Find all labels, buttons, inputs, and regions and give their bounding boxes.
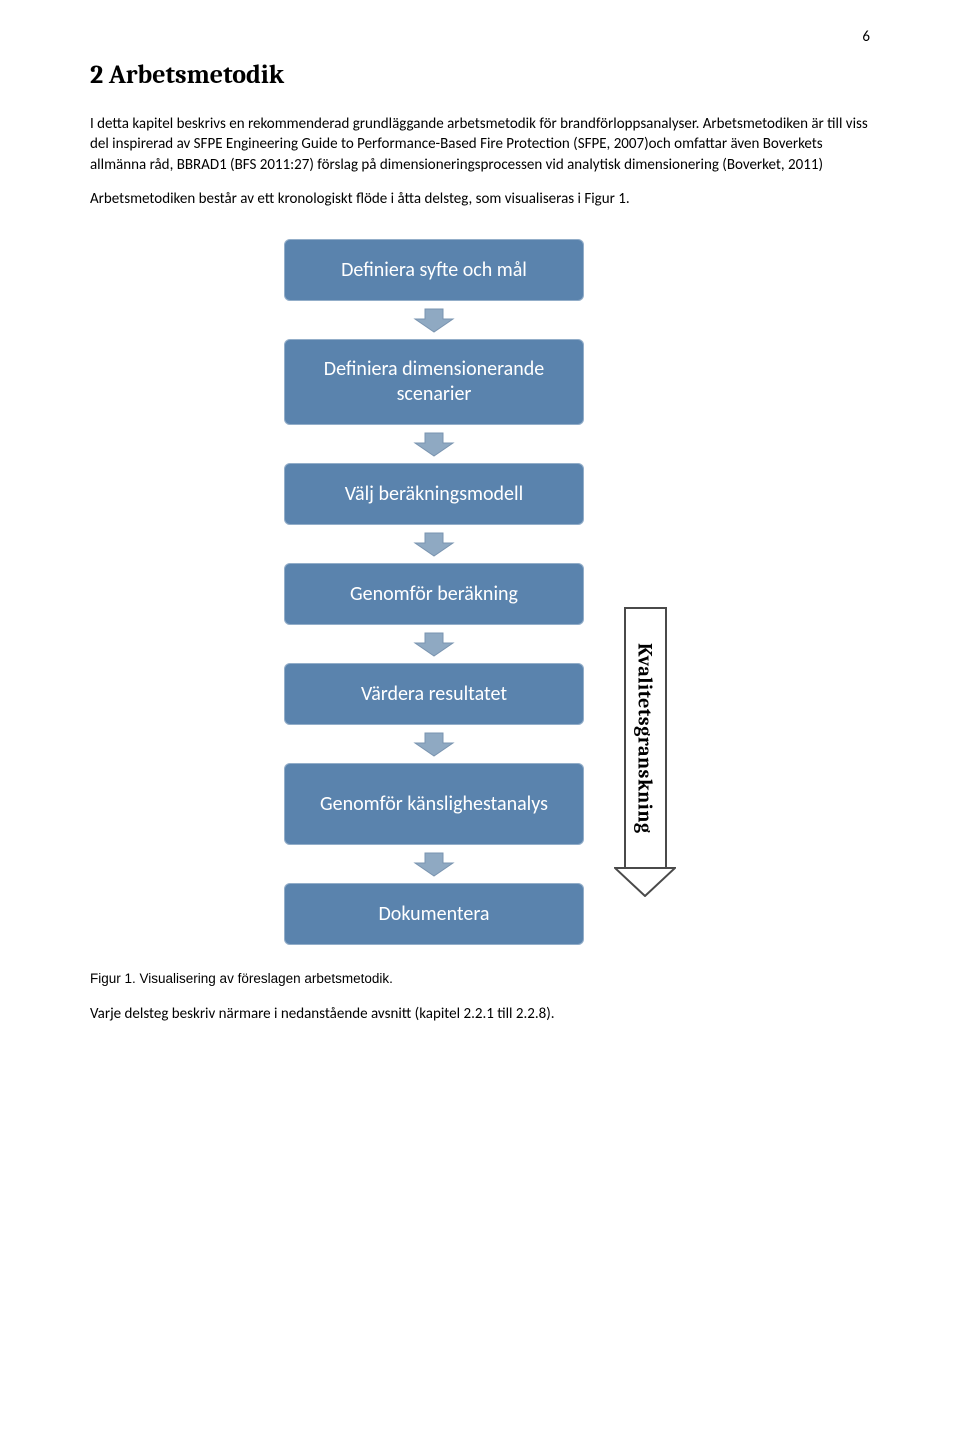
quality-review-text: Kvalitetsgranskning bbox=[634, 643, 657, 834]
flow-arrow-icon bbox=[413, 731, 455, 757]
document-page: 6 2 Arbetsmetodik I detta kapitel beskri… bbox=[0, 0, 960, 1098]
flow-step-3: Välj beräkningsmodell bbox=[284, 463, 584, 525]
flow-step-4: Genomför beräkning bbox=[284, 563, 584, 625]
flowchart: Definiera syfte och mål Definiera dimens… bbox=[90, 239, 870, 945]
quality-review-label: Kvalitetsgranskning bbox=[624, 607, 667, 869]
flow-arrow-icon bbox=[413, 307, 455, 333]
figure-caption: Figur 1. Visualisering av föreslagen arb… bbox=[90, 971, 870, 986]
paragraph-2: Arbetsmetodiken består av ett kronologis… bbox=[90, 189, 870, 209]
flowchart-side-column: Kvalitetsgranskning bbox=[614, 239, 676, 945]
flow-arrow-icon bbox=[413, 851, 455, 877]
flow-step-1: Definiera syfte och mål bbox=[284, 239, 584, 301]
flowchart-main-column: Definiera syfte och mål Definiera dimens… bbox=[284, 239, 584, 945]
flow-arrow-icon bbox=[413, 431, 455, 457]
section-heading: 2 Arbetsmetodik bbox=[90, 60, 870, 90]
paragraph-3: Varje delsteg beskriv närmare i nedanstå… bbox=[90, 1004, 870, 1024]
page-number: 6 bbox=[862, 28, 870, 46]
flow-arrow-icon bbox=[413, 531, 455, 557]
flow-arrow-icon bbox=[413, 631, 455, 657]
flow-step-2: Definiera dimensionerande scenarier bbox=[284, 339, 584, 425]
paragraph-1: I detta kapitel beskrivs en rekommendera… bbox=[90, 114, 870, 175]
flow-step-6: Genomför känslighestanalys bbox=[284, 763, 584, 845]
chevron-down-icon bbox=[614, 867, 676, 897]
flow-step-7: Dokumentera bbox=[284, 883, 584, 945]
flow-step-5: Värdera resultatet bbox=[284, 663, 584, 725]
